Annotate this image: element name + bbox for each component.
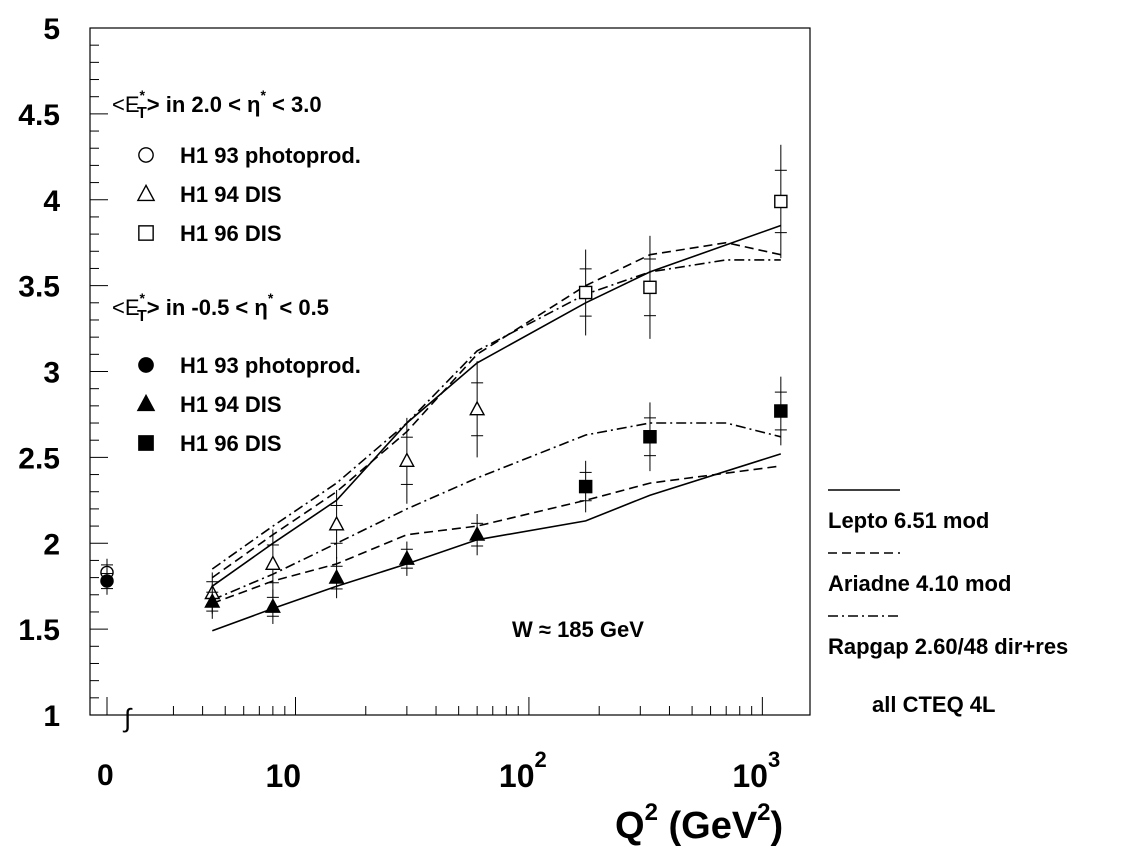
legend-marker-square-filled [138, 435, 154, 451]
legend-marker-circle-open [138, 147, 154, 163]
legend-marker-circle-filled [138, 357, 154, 373]
y-tick-label: 3 [43, 357, 60, 390]
legends: <E* T> in 2.0 < η* < 3.0 <E* T> in -0.5 < η… [112, 87, 1068, 717]
legend-label: H1 93 photoprod. [180, 353, 361, 378]
x-tick-label: 10 [265, 758, 301, 794]
x-axis-label: Q2 (GeV2) [615, 799, 783, 847]
y-tick-label: 1 [43, 700, 60, 733]
curve-dashed-lower [212, 465, 781, 605]
data-point-triangle-open [398, 452, 415, 467]
legend-label: Rapgap 2.60/48 dir+res [828, 634, 1068, 659]
legend-group-label: <E* T> in 2.0 < η* < 3.0 [112, 87, 322, 122]
data-point-triangle-open [264, 555, 281, 570]
legend-label: Lepto 6.51 mod [828, 508, 989, 533]
y-tick-label: 2 [43, 528, 60, 561]
legend-label: H1 96 DIS [180, 221, 282, 246]
curve-dashed-upper [211, 241, 781, 579]
y-tick-label: 4.5 [18, 99, 60, 132]
data-point-triangle-filled [469, 525, 486, 541]
curve-solid-upper [211, 224, 782, 587]
data-point-circle-filled [100, 574, 114, 588]
legend-group-label: <E* T> in -0.5 < η* < 0.5 [112, 290, 329, 325]
legend-label: H1 94 DIS [180, 392, 282, 417]
data-point-triangle-filled [204, 592, 221, 608]
axis-break-mark: ∫ [122, 703, 133, 733]
data-point-square-open [774, 194, 788, 209]
data-point-square-filled [774, 404, 788, 418]
data-point-square-filled [578, 479, 593, 494]
y-tick-label: 5 [43, 13, 60, 46]
data-point-triangle-open [469, 400, 486, 416]
x-tick-label: 103 [732, 747, 780, 794]
data-point-triangle-filled [264, 598, 281, 613]
y-tick-label: 3.5 [18, 271, 60, 304]
data-point-triangle-open [328, 515, 345, 531]
y-tick-label: 4 [43, 185, 60, 218]
x-tick-label: 0 [97, 759, 114, 792]
y-tick-label: 2.5 [18, 442, 60, 475]
legend-label: H1 93 photoprod. [180, 143, 361, 168]
data-point-triangle-filled [398, 549, 415, 565]
curve-dashdot-upper [211, 259, 781, 570]
y-tick-label: 1.5 [18, 614, 60, 647]
legend-marker-square-open [138, 225, 154, 241]
legend-marker-triangle-open [136, 183, 156, 202]
data-point-square-filled [643, 430, 657, 444]
legend-label: Ariadne 4.10 mod [828, 571, 1011, 596]
data-point-triangle-filled [328, 568, 345, 584]
legend-marker-triangle-filled [136, 393, 156, 412]
curve-solid-lower [212, 453, 782, 632]
w-annotation: W ≈ 185 GeV [512, 617, 644, 642]
legend-label: H1 94 DIS [180, 182, 282, 207]
model-curves [211, 224, 782, 632]
data-points [100, 144, 788, 624]
axes-layer: 1 1.5 2 2.5 3 3.5 4 4.5 5 0 ∫ 10 102 103 Q2 (GeV2) [18, 13, 811, 847]
legend-note: all CTEQ 4L [872, 692, 995, 717]
x-tick-label: 102 [499, 747, 547, 794]
curve-dashdot-lower [211, 422, 781, 601]
legend-label: H1 96 DIS [180, 431, 282, 456]
data-point-square-open [643, 280, 657, 295]
data-point-square-open [578, 285, 593, 300]
